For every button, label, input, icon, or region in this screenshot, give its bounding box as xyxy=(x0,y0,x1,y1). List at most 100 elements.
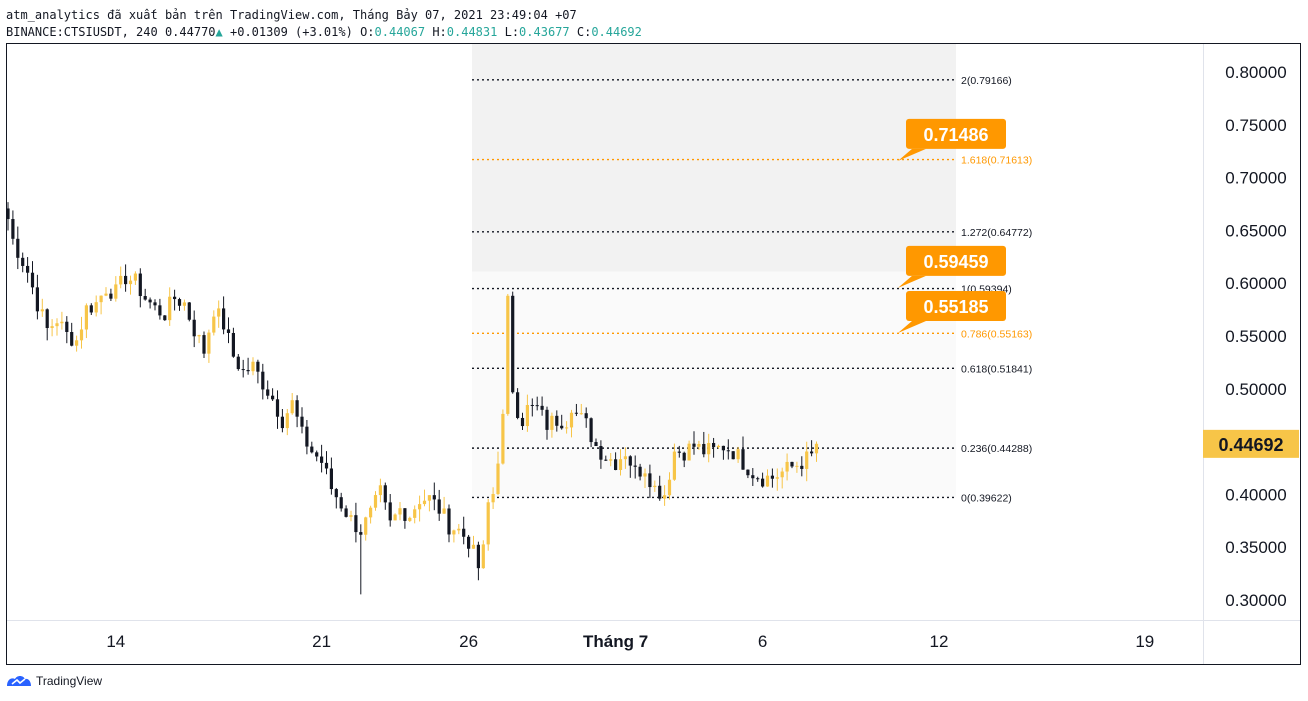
fib-label: 0(0.39622) xyxy=(961,492,1012,504)
candle-body xyxy=(177,299,182,306)
candle-body xyxy=(143,296,147,300)
fib-levels: 2(0.79166)1.618(0.71613)1.272(0.64772)1(… xyxy=(472,75,1032,504)
candle-body xyxy=(109,293,113,299)
candle-body xyxy=(275,399,280,417)
candle-body xyxy=(202,335,206,354)
candle-body xyxy=(589,418,593,443)
candle-body xyxy=(756,478,760,480)
tradingview-logo[interactable]: TradingView xyxy=(6,674,102,688)
candle-body xyxy=(197,335,201,337)
candle-body xyxy=(520,417,525,427)
y-tick-label: 0.75000 xyxy=(1225,116,1286,135)
candle-body xyxy=(731,451,735,460)
y-tick-label: 0.65000 xyxy=(1225,221,1286,240)
candle-body xyxy=(138,273,142,297)
candle-body xyxy=(614,459,618,471)
candle-body xyxy=(437,499,441,514)
candle-body xyxy=(599,445,603,460)
candle-body xyxy=(45,309,49,329)
time-axis[interactable]: 14 21 26 Tháng 7 6 12 19 xyxy=(106,632,1154,651)
candle-body xyxy=(672,451,676,480)
candle-body xyxy=(6,208,10,220)
candle-body xyxy=(491,493,495,503)
candles xyxy=(6,202,819,595)
candle-body xyxy=(168,296,172,321)
y-tick-label: 0.70000 xyxy=(1225,169,1286,188)
y-tick-label: 0.30000 xyxy=(1225,591,1286,610)
candle-body xyxy=(148,299,152,303)
last-value: 0.44770 xyxy=(164,25,216,39)
symbol-label: BINANCE:CTSIUSDT, 240 xyxy=(6,25,158,39)
candle-body xyxy=(158,305,162,316)
candle-body xyxy=(667,479,672,496)
callout-pointer xyxy=(898,148,926,161)
candle-body xyxy=(388,502,392,521)
y-tick-label: 0.35000 xyxy=(1225,538,1286,557)
candle-body xyxy=(320,456,324,463)
callout-text: 0.55185 xyxy=(923,297,988,317)
candle-body xyxy=(770,475,774,479)
candle-body xyxy=(741,449,745,470)
callout-text: 0.59459 xyxy=(923,252,988,272)
candle-body xyxy=(192,319,196,337)
close-label: C: xyxy=(576,25,592,39)
fib-label: 0.786(0.55163) xyxy=(961,328,1032,340)
last-price-text: 0.44692 xyxy=(1218,435,1283,455)
candle-body xyxy=(501,413,505,464)
candle-body xyxy=(761,478,765,487)
candle-body xyxy=(65,321,69,333)
candle-body xyxy=(805,451,809,469)
candle-body xyxy=(393,514,397,521)
x-tick-label: 26 xyxy=(459,632,478,651)
price-axis[interactable]: 0.300000.350000.400000.450000.500000.550… xyxy=(1225,63,1286,610)
x-tick-label: 21 xyxy=(312,632,331,651)
candle-body xyxy=(471,544,476,549)
candle-body xyxy=(707,442,711,455)
candle-body xyxy=(555,415,559,426)
candle-body xyxy=(11,219,15,239)
candle-body xyxy=(702,443,706,455)
x-tick-label: Tháng 7 xyxy=(583,632,648,651)
candle-body xyxy=(712,442,716,448)
candle-body xyxy=(280,416,284,429)
candle-body xyxy=(163,315,167,321)
callout-pointer xyxy=(898,275,926,288)
candle-body xyxy=(628,456,632,466)
high-value: 0.44831 xyxy=(446,25,498,39)
candle-body xyxy=(55,323,59,327)
candle-body xyxy=(682,452,686,461)
candle-body xyxy=(383,485,387,503)
candle-body xyxy=(785,461,789,472)
candle-body xyxy=(496,463,500,494)
candle-body xyxy=(687,443,691,461)
candle-body xyxy=(173,296,177,300)
candle-body xyxy=(780,471,784,478)
candle-body xyxy=(790,461,794,467)
candle-body xyxy=(364,517,368,535)
candle-body xyxy=(618,459,623,471)
candle-body xyxy=(457,528,461,531)
candle-body xyxy=(697,443,701,447)
fib-label: 1.618(0.71613) xyxy=(961,155,1032,167)
candle-body xyxy=(75,340,79,346)
candle-body xyxy=(79,329,84,341)
candle-body xyxy=(246,370,250,372)
candle-body xyxy=(452,530,456,535)
candle-body xyxy=(119,275,123,285)
fib-label: 1.272(0.64772) xyxy=(961,227,1032,239)
open-value: 0.44067 xyxy=(374,25,426,39)
candle-body xyxy=(334,489,338,498)
candle-body xyxy=(21,257,25,266)
candle-body xyxy=(30,272,35,288)
candle-body xyxy=(290,400,294,414)
candle-body xyxy=(354,515,358,533)
candle-body xyxy=(349,515,353,517)
candle-body xyxy=(226,329,231,333)
candle-body xyxy=(261,371,265,390)
candle-body xyxy=(84,305,88,330)
candle-body xyxy=(506,295,510,414)
x-tick-label: 14 xyxy=(106,632,125,651)
y-tick-label: 0.55000 xyxy=(1225,327,1286,346)
candle-body xyxy=(305,426,309,447)
